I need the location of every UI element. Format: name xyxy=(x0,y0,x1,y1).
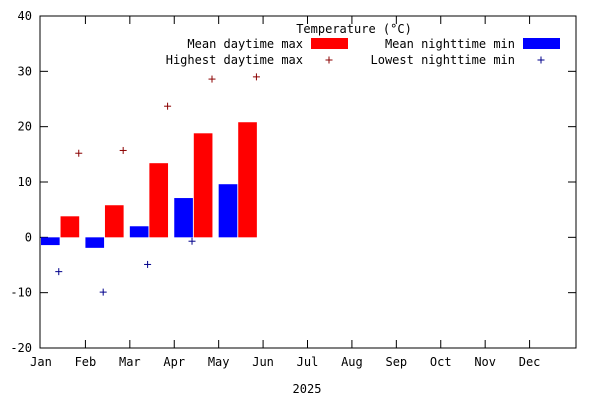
x-tick-label: Jul xyxy=(297,355,319,369)
y-tick-label: -10 xyxy=(10,286,32,300)
points xyxy=(55,73,260,296)
bar-mean-nighttime-min xyxy=(85,237,105,248)
x-tick-label: Dec xyxy=(519,355,541,369)
x-tick-label: Jan xyxy=(30,355,52,369)
point-lowest-nighttime-min xyxy=(188,237,196,245)
x-tick-label: Aug xyxy=(341,355,363,369)
point-lowest-nighttime-min xyxy=(55,268,63,276)
x-axis-title: 2025 xyxy=(293,382,322,396)
legend-swatch xyxy=(311,38,348,49)
bar-mean-nighttime-min xyxy=(129,226,149,238)
bar-mean-daytime-max xyxy=(104,205,124,238)
point-highest-daytime-max xyxy=(119,146,127,154)
point-highest-daytime-max xyxy=(75,149,83,157)
point-highest-daytime-max xyxy=(252,73,260,81)
bar-mean-daytime-max xyxy=(238,122,257,238)
x-tick-label: Jun xyxy=(252,355,274,369)
x-tick-label: Apr xyxy=(163,355,185,369)
legend-swatch xyxy=(523,38,560,49)
legend-marker xyxy=(325,56,333,64)
y-tick-label: 0 xyxy=(25,230,32,244)
axes: -20 -10 0 10 20 30 40 Jan Feb Mar Apr May Jun Jul Aug S… xyxy=(10,9,577,369)
legend-label: Mean nighttime min xyxy=(385,37,515,51)
bar-mean-nighttime-min xyxy=(174,198,193,238)
x-tick-label: Feb xyxy=(75,355,97,369)
x-tick-label: May xyxy=(208,355,230,369)
point-highest-daytime-max xyxy=(208,75,216,83)
legend-marker xyxy=(537,56,545,64)
x-tick-label: Mar xyxy=(119,355,141,369)
bar-mean-daytime-max xyxy=(193,133,213,238)
x-tick-label: Sep xyxy=(385,355,407,369)
legend-label: Highest daytime max xyxy=(166,53,303,67)
x-tick-label: Oct xyxy=(430,355,452,369)
bar-mean-daytime-max xyxy=(149,163,169,238)
bar-mean-daytime-max xyxy=(60,216,80,238)
point-highest-daytime-max xyxy=(164,102,172,110)
legend-label: Lowest nighttime min xyxy=(371,53,516,67)
y-tick-label: -20 xyxy=(10,341,32,355)
legend-label: Mean daytime max xyxy=(187,37,303,51)
y-tick-label: 10 xyxy=(18,175,32,189)
point-lowest-nighttime-min xyxy=(144,260,152,268)
y-tick-label: 40 xyxy=(18,9,32,23)
chart-title: Temperature (°C) xyxy=(296,22,412,36)
x-tick-label: Nov xyxy=(474,355,496,369)
y-tick-label: 30 xyxy=(18,64,32,78)
bar-mean-nighttime-min xyxy=(41,237,60,246)
bars xyxy=(41,122,257,248)
bar-mean-nighttime-min xyxy=(218,184,238,238)
y-tick-label: 20 xyxy=(18,120,32,134)
legend: Temperature (°C) Mean daytime max Mean ni… xyxy=(166,22,560,67)
point-lowest-nighttime-min xyxy=(99,288,107,296)
